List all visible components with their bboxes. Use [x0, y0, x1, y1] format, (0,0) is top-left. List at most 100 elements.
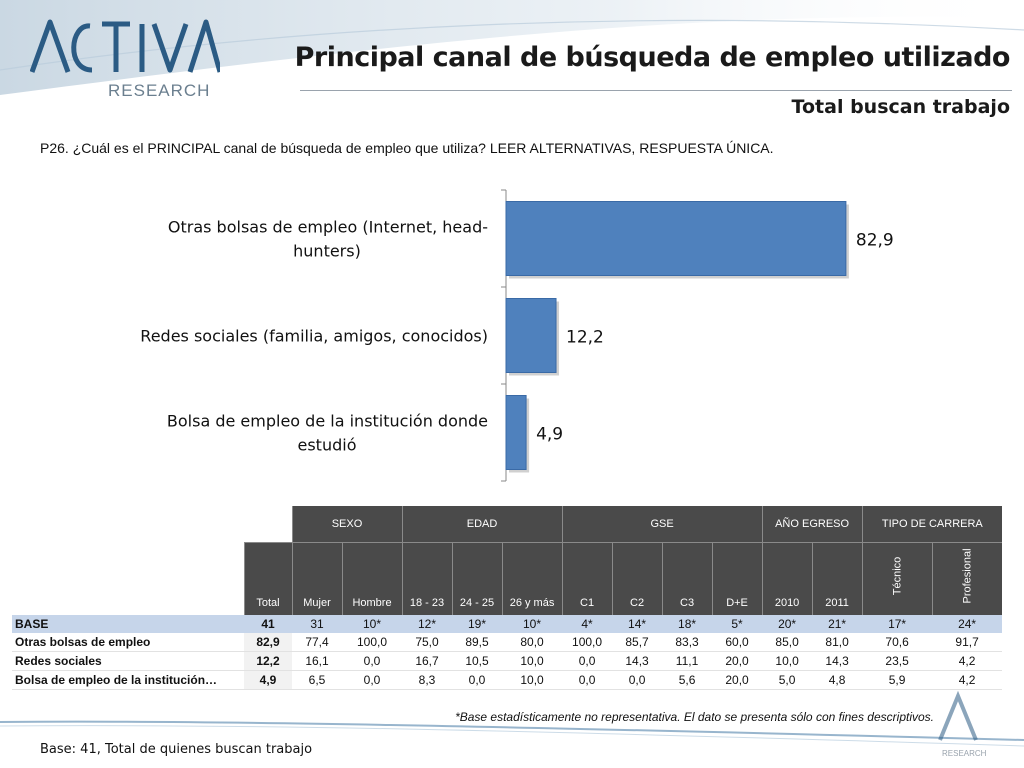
column-header: 2010: [761, 542, 813, 615]
base-note: Base: 41, Total de quienes buscan trabaj…: [40, 742, 313, 757]
table-cell: 19*: [452, 615, 503, 633]
table-row: Redes sociales 12,2 16,1 0,0 16,7 10,5 10,0 0,0…: [12, 651, 1003, 671]
table-cell: 0,0: [342, 670, 403, 690]
table-cell: 18*: [662, 615, 713, 633]
table-cell: 0,0: [452, 670, 503, 690]
row-label: BASE: [12, 615, 244, 633]
table-cell: 5,9: [862, 670, 933, 690]
category-label: hunters): [293, 242, 361, 261]
category-label: Bolsa de empleo de la institución donde: [167, 412, 488, 431]
table-row: Bolsa de empleo de la institución… 4,9 6,5…: [12, 670, 1003, 690]
column-header: Total: [243, 542, 292, 615]
group-header: SEXO: [291, 506, 403, 543]
base-row: BASE 41 31 10* 12* 19* 10* 4* 14* 18* 5* 20* 21* 17* 2…: [12, 615, 1003, 633]
page-title: Principal canal de búsqueda de empleo ut…: [294, 42, 1011, 73]
table-row: Otras bolsas de empleo 82,9 77,4 100,0 75,0 8…: [12, 633, 1003, 652]
category-label: estudió: [298, 436, 357, 455]
table-cell: 10,0: [502, 670, 563, 690]
table-cell: 4*: [562, 615, 613, 633]
group-header: EDAD: [401, 506, 563, 543]
crosstab-table: SEXO EDAD GSE AÑO EGRESO TIPO DE CARRERA Tot…: [12, 506, 1003, 690]
column-header: 18 - 23: [401, 542, 453, 615]
table-cell: 0,0: [342, 651, 403, 671]
table-cell: 0,0: [562, 651, 613, 671]
table-cell: 80,0: [502, 633, 563, 652]
column-header: Hombre: [341, 542, 403, 615]
page-subtitle: Total buscan trabajo: [791, 96, 1010, 118]
table-cell: 21*: [812, 615, 863, 633]
bar: [505, 395, 527, 470]
total-cell: 12,2: [244, 651, 292, 671]
table-cell: 23,5: [862, 651, 933, 671]
table-cell: 85,7: [612, 633, 663, 652]
group-header: GSE: [561, 506, 763, 543]
table-cell: 89,5: [452, 633, 503, 652]
group-header: AÑO EGRESO: [761, 506, 863, 543]
column-header-row: Total Mujer Hombre 18 - 23 24 - 25 26 y más C1…: [12, 542, 1003, 615]
table-cell: 85,0: [762, 633, 813, 652]
column-header: 26 y más: [501, 542, 563, 615]
table-cell: 70,6: [862, 633, 933, 652]
table-cell: 10,0: [502, 651, 563, 671]
table-cell: 60,0: [712, 633, 763, 652]
category-label: Otras bolsas de empleo (Internet, head-: [168, 218, 488, 237]
table-cell: 20,0: [712, 670, 763, 690]
table-cell: 14,3: [812, 651, 863, 671]
bar-value-label: 4,9: [536, 425, 563, 445]
bar-chart: 82,9 Otras bolsas de empleo (Internet, he…: [140, 189, 894, 482]
column-header: Profesional: [931, 542, 1003, 615]
bar: [505, 298, 557, 373]
bar: [505, 201, 847, 276]
row-label: Otras bolsas de empleo: [12, 633, 244, 652]
column-header: 2011: [811, 542, 863, 615]
table-cell: 16,7: [402, 651, 453, 671]
table-cell: 0,0: [562, 670, 613, 690]
table-cell: 8,3: [402, 670, 453, 690]
row-label: Redes sociales: [12, 651, 244, 671]
table-cell: 24*: [932, 615, 1003, 633]
table-cell: 5,6: [662, 670, 713, 690]
table-cell: 91,7: [932, 633, 1003, 652]
table-cell: 4,2: [932, 670, 1003, 690]
table-cell: 16,1: [292, 651, 342, 671]
column-header: Mujer: [291, 542, 342, 615]
table-cell: 5,0: [762, 670, 813, 690]
total-cell: 4,9: [244, 670, 292, 690]
column-header: C3: [661, 542, 713, 615]
group-header-row: SEXO EDAD GSE AÑO EGRESO TIPO DE CARRERA: [12, 506, 1003, 543]
total-cell: 82,9: [244, 633, 292, 652]
title-divider: [300, 90, 1012, 91]
table-cell: 100,0: [562, 633, 613, 652]
table-cell: 0,0: [612, 670, 663, 690]
table-cell: 12*: [402, 615, 453, 633]
table-cell: 77,4: [292, 633, 342, 652]
bar-value-label: 82,9: [856, 231, 894, 251]
survey-question: P26. ¿Cuál es el PRINCIPAL canal de búsq…: [40, 140, 774, 156]
table-cell: 17*: [862, 615, 933, 633]
table-cell: 10*: [342, 615, 403, 633]
table-cell: 10,0: [762, 651, 813, 671]
bar-value-label: 12,2: [566, 328, 604, 348]
table-cell: 31: [292, 615, 342, 633]
table-cell: 4,8: [812, 670, 863, 690]
column-header: C1: [561, 542, 613, 615]
column-header: C2: [611, 542, 663, 615]
table-cell: 4,2: [932, 651, 1003, 671]
column-header: 24 - 25: [451, 542, 503, 615]
row-label: Bolsa de empleo de la institución…: [12, 670, 244, 690]
category-label: Redes sociales (familia, amigos, conocid…: [140, 327, 488, 346]
column-header-label: Profesional: [961, 548, 974, 604]
watermark-logo: RESEARCH: [938, 690, 987, 758]
table-cell: 11,1: [662, 651, 713, 671]
table-cell: 20,0: [712, 651, 763, 671]
table-cell: 10*: [502, 615, 563, 633]
table-cell: 6,5: [292, 670, 342, 690]
column-header-blank: [12, 542, 244, 615]
table-cell: 5*: [712, 615, 763, 633]
table-cell: 75,0: [402, 633, 453, 652]
activa-logo: RESEARCH: [30, 19, 220, 100]
table-cell: 14*: [612, 615, 663, 633]
total-cell: 41: [244, 615, 292, 633]
column-header: Técnico: [861, 542, 933, 615]
table-cell: 100,0: [342, 633, 403, 652]
